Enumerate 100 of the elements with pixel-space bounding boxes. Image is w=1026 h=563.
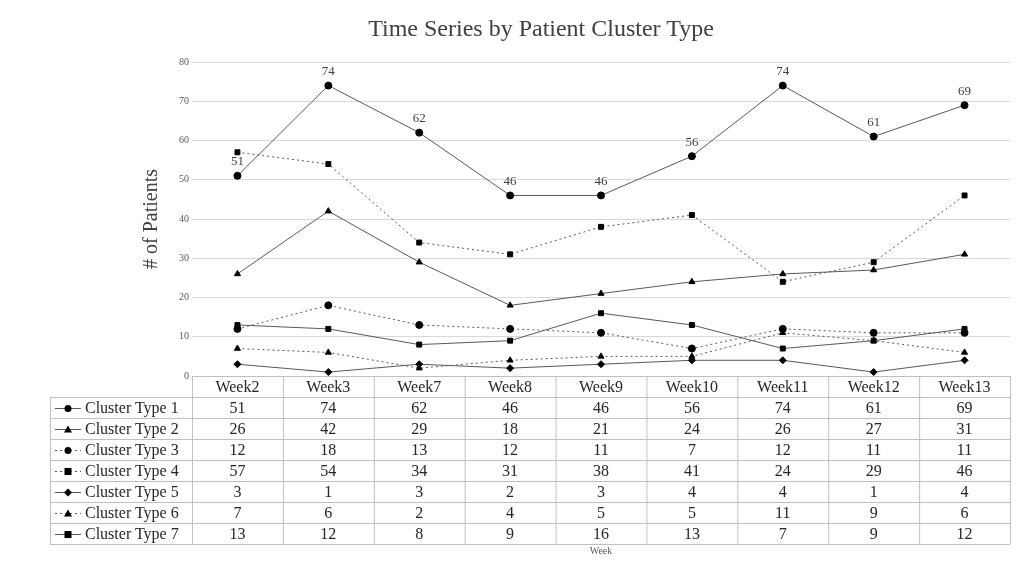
y-tick-label: 50 <box>179 173 189 185</box>
data-label: 5 <box>597 503 605 521</box>
x-tick-label: Week2 <box>215 377 260 395</box>
data-label: 4 <box>506 503 515 521</box>
data-label: 62 <box>411 398 428 416</box>
data-label: 4 <box>960 482 969 500</box>
data-label: 27 <box>865 419 882 437</box>
y-tick-label: 20 <box>179 291 189 303</box>
legend-label: Cluster Type 4 <box>85 461 179 480</box>
data-label: 9 <box>869 503 878 521</box>
data-label: 12 <box>320 524 337 542</box>
annotation: 74 <box>321 62 336 78</box>
data-label: 9 <box>869 524 878 542</box>
y-tick-label: 60 <box>179 134 189 146</box>
data-label: 31 <box>956 419 973 437</box>
data-label: 11 <box>593 440 609 458</box>
annotation: 46 <box>503 172 518 188</box>
legend-label: Cluster Type 7 <box>85 524 179 543</box>
data-label: 26 <box>229 419 246 437</box>
data-label: 6 <box>324 503 333 521</box>
data-label: 11 <box>956 440 973 458</box>
data-label: 74 <box>320 398 337 416</box>
data-label: 41 <box>683 461 700 479</box>
data-label: 3 <box>597 482 605 500</box>
data-label: 29 <box>411 419 428 437</box>
y-tick-label: 40 <box>179 212 189 224</box>
data-label: 21 <box>593 419 609 437</box>
chart-title: Time Series by Patient Cluster Type <box>368 15 714 42</box>
data-label: 1 <box>869 482 878 500</box>
data-label: 46 <box>593 398 609 416</box>
data-label: 13 <box>229 524 246 542</box>
data-label: 18 <box>502 419 519 437</box>
data-label: 46 <box>956 461 973 479</box>
data-label: 3 <box>415 482 424 500</box>
y-tick-label: 0 <box>184 369 189 381</box>
legend-label: Cluster Type 5 <box>85 482 179 501</box>
x-tick-label: Week7 <box>397 377 442 395</box>
data-label: 3 <box>233 482 242 500</box>
x-tick-label: Week11 <box>757 377 809 395</box>
text: Week <box>589 544 613 556</box>
data-label: 5 <box>687 503 696 521</box>
annotation: 69 <box>958 82 972 98</box>
x-tick-label: Week12 <box>847 377 900 395</box>
data-label: 7 <box>233 503 242 521</box>
y-tick-label: 80 <box>179 55 189 67</box>
data-label: 61 <box>865 398 882 416</box>
data-label: 11 <box>775 503 791 521</box>
x-tick-label: Week10 <box>665 377 718 395</box>
annotation: 74 <box>776 62 790 78</box>
data-label: 12 <box>774 440 791 458</box>
annotation: 51 <box>230 153 244 169</box>
data-label: 24 <box>774 461 791 479</box>
x-tick-label: Week9 <box>578 377 624 395</box>
data-label: 18 <box>320 440 337 458</box>
data-label: 4 <box>778 482 787 500</box>
data-label: 74 <box>774 398 791 416</box>
legend-label: Cluster Type 2 <box>85 419 179 438</box>
x-tick-label: Week13 <box>938 377 991 395</box>
data-label: 34 <box>411 461 428 479</box>
data-label: 2 <box>506 482 515 500</box>
data-label: 2 <box>415 503 424 521</box>
data-label: 1 <box>324 482 333 500</box>
data-label: 7 <box>687 440 696 458</box>
annotation: 56 <box>685 133 699 149</box>
y-axis-title: # of Patients <box>139 168 162 269</box>
data-label: 11 <box>865 440 882 458</box>
data-label: 12 <box>956 524 973 542</box>
x-tick-label: Week8 <box>488 377 533 395</box>
data-label: 13 <box>683 524 700 542</box>
x-tick-label: Week3 <box>306 377 351 395</box>
data-label: 31 <box>502 461 519 479</box>
y-tick-label: 10 <box>179 330 189 342</box>
data-label: 26 <box>774 419 791 437</box>
data-label: 24 <box>683 419 700 437</box>
data-label: 29 <box>865 461 882 479</box>
data-label: 51 <box>229 398 246 416</box>
data-label: 57 <box>229 461 246 479</box>
data-label: 4 <box>687 482 696 500</box>
data-label: 16 <box>593 524 609 542</box>
data-label: 8 <box>415 524 424 542</box>
legend-label: Cluster Type 1 <box>85 398 179 417</box>
legend-label: Cluster Type 6 <box>85 503 179 522</box>
y-tick-label: 70 <box>179 94 189 106</box>
data-label: 7 <box>778 524 787 542</box>
annotation: 61 <box>867 114 881 129</box>
y-tick-label: 30 <box>179 251 189 263</box>
data-label: 12 <box>229 440 246 458</box>
legend-label: Cluster Type 3 <box>85 440 179 459</box>
data-label: 56 <box>683 398 700 416</box>
annotation: 46 <box>594 172 608 188</box>
data-label: 12 <box>502 440 519 458</box>
data-label: 38 <box>593 461 609 479</box>
data-label: 42 <box>320 419 337 437</box>
annotation: 62 <box>412 110 426 126</box>
data-label: 9 <box>506 524 515 542</box>
data-label: 46 <box>502 398 519 416</box>
data-label: 54 <box>320 461 337 479</box>
data-label: 13 <box>411 440 428 458</box>
data-label: 69 <box>956 398 973 416</box>
data-label: 6 <box>960 503 969 521</box>
